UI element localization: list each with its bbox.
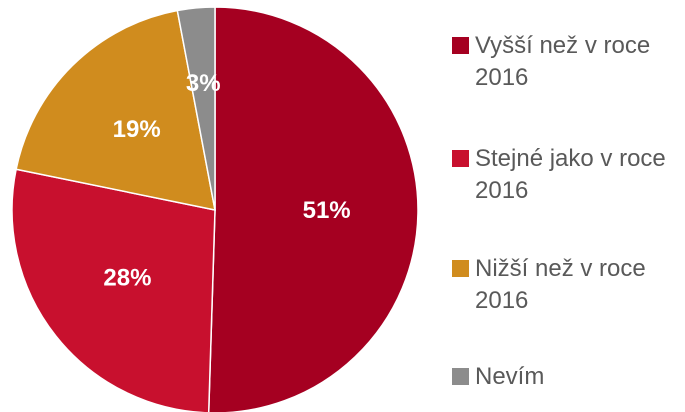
- legend-item: Nevím: [452, 361, 680, 393]
- legend-swatch: [452, 150, 469, 167]
- legend-item: Stejné jako v roce 2016: [452, 143, 680, 207]
- legend-item: Vyšší než v roce 2016: [452, 30, 680, 94]
- legend-label: Vyšší než v roce 2016: [475, 32, 651, 91]
- data-label: 51%: [303, 197, 351, 224]
- pie-slice: [11, 168, 216, 412]
- legend-label: Stejné jako v roce 2016: [475, 145, 666, 204]
- pie-slice: [176, 6, 216, 211]
- legend-swatch: [452, 368, 469, 385]
- pie-slice: [207, 6, 419, 412]
- data-label: 3%: [186, 70, 221, 97]
- legend-swatch: [452, 260, 469, 277]
- legend-swatch: [452, 37, 469, 54]
- legend-item: Nižší než v roce 2016: [452, 253, 680, 317]
- data-label: 19%: [113, 116, 161, 143]
- legend-label: Nižší než v roce 2016: [475, 255, 646, 314]
- data-label: 28%: [103, 265, 151, 292]
- legend-label: Nevím: [475, 363, 545, 390]
- pie-slice: [15, 9, 216, 211]
